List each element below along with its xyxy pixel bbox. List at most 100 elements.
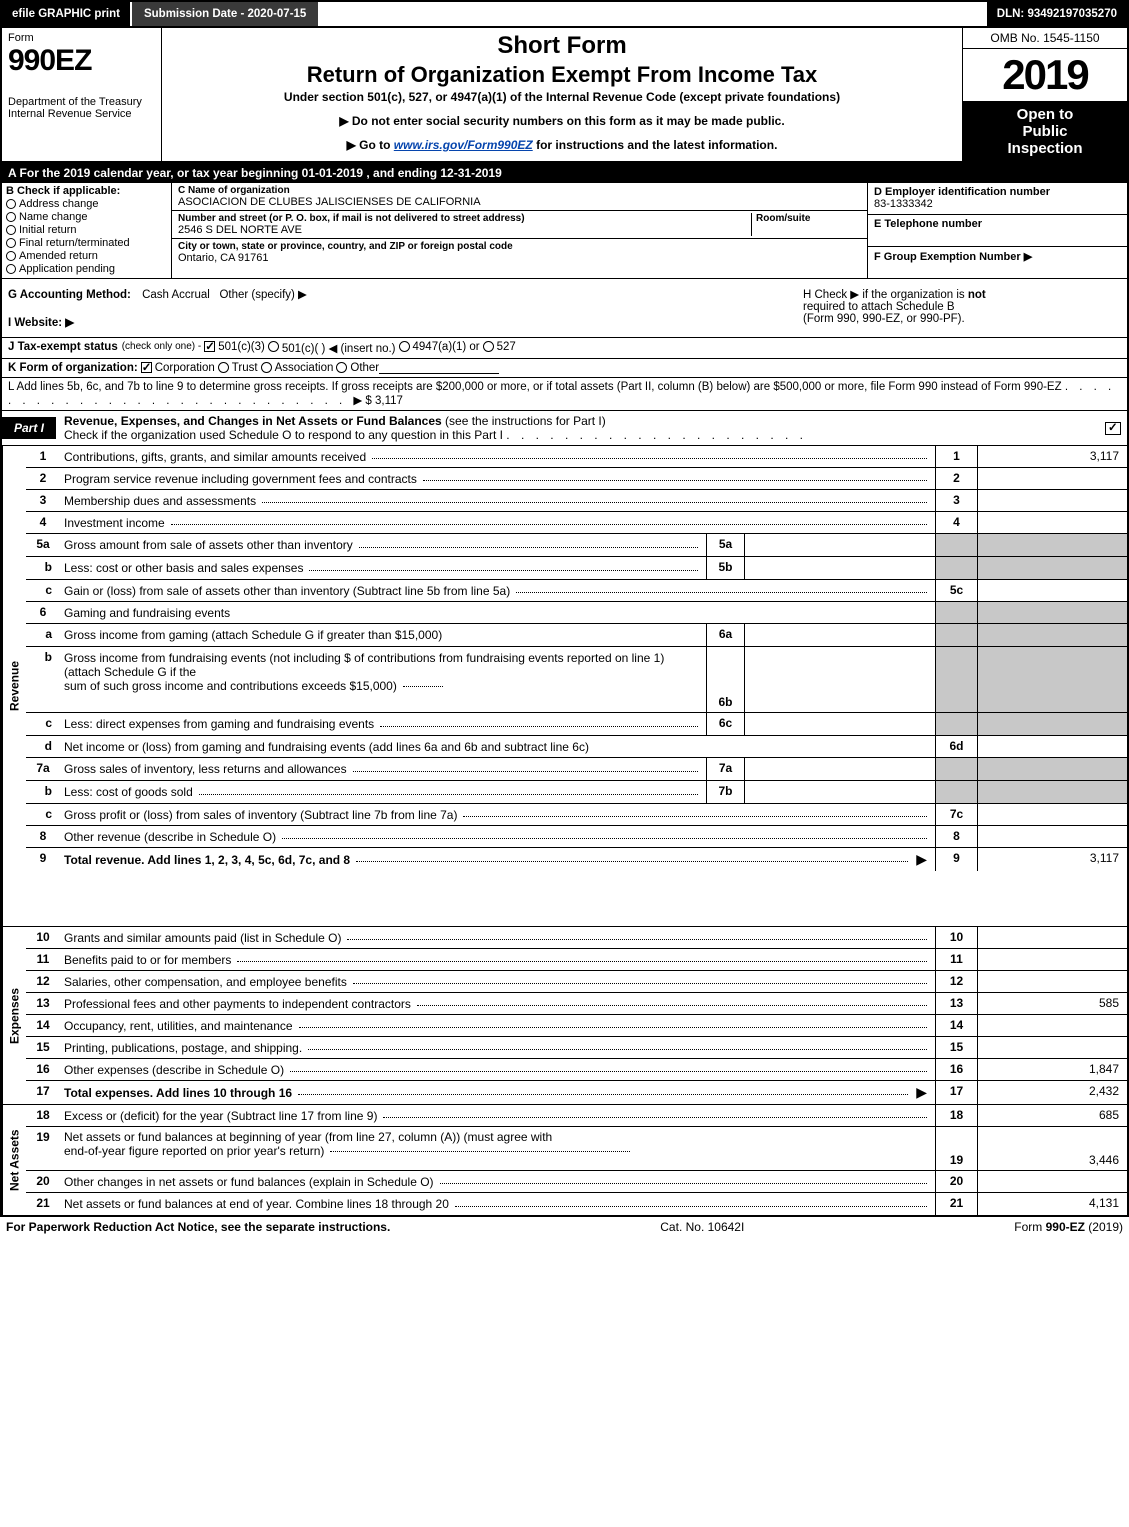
line-j-label: J Tax-exempt status bbox=[8, 341, 118, 355]
city-value: Ontario, CA 91761 bbox=[178, 252, 861, 264]
row-6c: c Less: direct expenses from gaming and … bbox=[26, 713, 1127, 736]
row-7a: 7a Gross sales of inventory, less return… bbox=[26, 758, 1127, 781]
part-1-tag: Part I bbox=[2, 417, 56, 439]
street-value: 2546 S DEL NORTE AVE bbox=[178, 224, 751, 236]
part-1-header: Part I Revenue, Expenses, and Changes in… bbox=[0, 411, 1129, 446]
part-1-checkbox[interactable] bbox=[1105, 422, 1121, 435]
inspection-line3: Inspection bbox=[967, 140, 1123, 157]
telephone-label: E Telephone number bbox=[874, 218, 1121, 230]
arrow-icon: ▶ bbox=[912, 851, 931, 868]
row-18: 18 Excess or (deficit) for the year (Sub… bbox=[26, 1105, 1127, 1127]
tax-year-line: A For the 2019 calendar year, or tax yea… bbox=[0, 163, 1129, 183]
row-5b: b Less: cost or other basis and sales ex… bbox=[26, 557, 1127, 580]
submission-date-label: Submission Date - 2020-07-15 bbox=[132, 2, 318, 26]
org-name-field: C Name of organization ASOCIACION DE CLU… bbox=[172, 183, 867, 211]
line-l-amount: ▶ $ 3,117 bbox=[353, 395, 403, 407]
line-l-text: L Add lines 5b, 6c, and 7b to line 9 to … bbox=[8, 381, 1062, 393]
top-toolbar: efile GRAPHIC print Submission Date - 20… bbox=[0, 0, 1129, 28]
check-application-pending[interactable]: Application pending bbox=[6, 263, 167, 275]
check-527[interactable] bbox=[483, 341, 494, 352]
expenses-vlabel: Expenses bbox=[2, 927, 26, 1104]
street-label: Number and street (or P. O. box, if mail… bbox=[178, 213, 751, 224]
check-501c3[interactable] bbox=[204, 341, 215, 352]
check-trust[interactable] bbox=[218, 362, 229, 373]
line-i-label: I Website: ▶ bbox=[8, 317, 74, 329]
row-14: 14 Occupancy, rent, utilities, and maint… bbox=[26, 1015, 1127, 1037]
inspection-line1: Open to bbox=[967, 106, 1123, 123]
check-final-return[interactable]: Final return/terminated bbox=[6, 237, 167, 249]
city-field: City or town, state or province, country… bbox=[172, 239, 867, 266]
title-return: Return of Organization Exempt From Incom… bbox=[170, 62, 954, 88]
row-9: 9 Total revenue. Add lines 1, 2, 3, 4, 5… bbox=[26, 848, 1127, 871]
row-1: 1 Contributions, gifts, grants, and simi… bbox=[26, 446, 1127, 468]
org-name-label: C Name of organization bbox=[178, 185, 861, 196]
check-association[interactable] bbox=[261, 362, 272, 373]
revenue-vlabel: Revenue bbox=[2, 446, 26, 926]
line-g-h: G Accounting Method: Cash Accrual Other … bbox=[0, 279, 1129, 338]
row-8: 8 Other revenue (describe in Schedule O)… bbox=[26, 826, 1127, 848]
omb-number: OMB No. 1545-1150 bbox=[963, 28, 1127, 49]
telephone-box: E Telephone number bbox=[868, 215, 1127, 247]
group-exemption-box: F Group Exemption Number ▶ bbox=[868, 247, 1127, 278]
row-17: 17 Total expenses. Add lines 10 through … bbox=[26, 1081, 1127, 1104]
footer-right: Form 990-EZ (2019) bbox=[1014, 1220, 1123, 1234]
row-11: 11 Benefits paid to or for members 11 bbox=[26, 949, 1127, 971]
irs-label: Internal Revenue Service bbox=[8, 108, 155, 120]
line-k: K Form of organization: Corporation Trus… bbox=[0, 359, 1129, 378]
check-amended-return[interactable]: Amended return bbox=[6, 250, 167, 262]
street-field: Number and street (or P. O. box, if mail… bbox=[172, 211, 867, 239]
check-4947[interactable] bbox=[399, 341, 410, 352]
check-other-org[interactable] bbox=[336, 362, 347, 373]
dept-treasury: Department of the Treasury bbox=[8, 96, 155, 108]
row-6b: b Gross income from fundraising events (… bbox=[26, 647, 1127, 713]
section-b-checks: B Check if applicable: Address change Na… bbox=[2, 183, 172, 278]
irs-link[interactable]: www.irs.gov/Form990EZ bbox=[394, 138, 533, 152]
inspection-line2: Public bbox=[967, 123, 1123, 140]
org-name-value: ASOCIACION DE CLUBES JALISCIENSES DE CAL… bbox=[178, 196, 861, 208]
check-name-change[interactable]: Name change bbox=[6, 211, 167, 223]
ein-box: D Employer identification number 83-1333… bbox=[868, 183, 1127, 215]
note-ssn: ▶ Do not enter social security numbers o… bbox=[170, 114, 954, 128]
check-corporation[interactable] bbox=[141, 362, 152, 373]
row-15: 15 Printing, publications, postage, and … bbox=[26, 1037, 1127, 1059]
section-b-title: B Check if applicable: bbox=[6, 185, 167, 197]
row-16: 16 Other expenses (describe in Schedule … bbox=[26, 1059, 1127, 1081]
row-5a: 5a Gross amount from sale of assets othe… bbox=[26, 534, 1127, 557]
row-20: 20 Other changes in net assets or fund b… bbox=[26, 1171, 1127, 1193]
row-2: 2 Program service revenue including gove… bbox=[26, 468, 1127, 490]
form-label: Form bbox=[8, 32, 155, 44]
room-label: Room/suite bbox=[756, 213, 861, 224]
ein-label: D Employer identification number bbox=[874, 186, 1121, 198]
row-3: 3 Membership dues and assessments 3 bbox=[26, 490, 1127, 512]
section-def: D Employer identification number 83-1333… bbox=[867, 183, 1127, 278]
tax-year: 2019 bbox=[963, 49, 1127, 102]
row-12: 12 Salaries, other compensation, and emp… bbox=[26, 971, 1127, 993]
row-19: 19 Net assets or fund balances at beginn… bbox=[26, 1127, 1127, 1171]
row-7b: b Less: cost of goods sold 7b bbox=[26, 781, 1127, 804]
line-l: L Add lines 5b, 6c, and 7b to line 9 to … bbox=[0, 378, 1129, 411]
header-left: Form 990EZ Department of the Treasury In… bbox=[2, 28, 162, 161]
note-goto-pre: ▶ Go to bbox=[347, 138, 394, 152]
row-21: 21 Net assets or fund balances at end of… bbox=[26, 1193, 1127, 1215]
city-label: City or town, state or province, country… bbox=[178, 241, 861, 252]
check-address-change[interactable]: Address change bbox=[6, 198, 167, 210]
note-goto: ▶ Go to www.irs.gov/Form990EZ for instru… bbox=[170, 138, 954, 152]
group-exemption-label: F Group Exemption Number ▶ bbox=[874, 250, 1121, 263]
row-6: 6 Gaming and fundraising events bbox=[26, 602, 1127, 624]
ein-value: 83-1333342 bbox=[874, 198, 1121, 210]
check-initial-return[interactable]: Initial return bbox=[6, 224, 167, 236]
other-org-input[interactable] bbox=[379, 362, 499, 374]
dln-label: DLN: 93492197035270 bbox=[987, 2, 1127, 26]
identification-section: B Check if applicable: Address change Na… bbox=[0, 183, 1129, 279]
page-footer: For Paperwork Reduction Act Notice, see … bbox=[0, 1217, 1129, 1237]
efile-print-button[interactable]: efile GRAPHIC print bbox=[2, 2, 132, 26]
inspection-box: Open to Public Inspection bbox=[963, 102, 1127, 161]
form-header: Form 990EZ Department of the Treasury In… bbox=[0, 28, 1129, 163]
footer-left: For Paperwork Reduction Act Notice, see … bbox=[6, 1220, 390, 1234]
form-number: 990EZ bbox=[8, 44, 155, 78]
header-center: Short Form Return of Organization Exempt… bbox=[162, 28, 962, 161]
part-1-table: Revenue 1 Contributions, gifts, grants, … bbox=[0, 446, 1129, 1217]
check-501c[interactable] bbox=[268, 341, 279, 352]
row-6a: a Gross income from gaming (attach Sched… bbox=[26, 624, 1127, 647]
arrow-icon: ▶ bbox=[912, 1084, 931, 1101]
